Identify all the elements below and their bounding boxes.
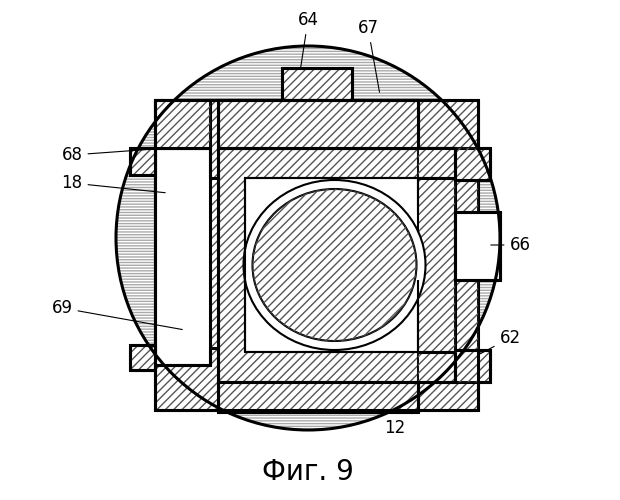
- Text: 69: 69: [51, 299, 182, 330]
- Text: 62: 62: [480, 329, 521, 353]
- Text: 68: 68: [61, 146, 166, 164]
- Ellipse shape: [252, 189, 417, 341]
- Text: 66: 66: [491, 236, 531, 254]
- Bar: [155, 100, 210, 148]
- Text: 12: 12: [378, 415, 405, 437]
- Bar: [455, 148, 490, 180]
- Circle shape: [116, 46, 500, 430]
- Bar: [282, 68, 352, 100]
- Bar: [155, 148, 210, 365]
- Bar: [155, 100, 478, 410]
- Bar: [455, 350, 490, 382]
- Text: Фиг. 9: Фиг. 9: [262, 458, 354, 486]
- Bar: [245, 178, 418, 352]
- Bar: [455, 350, 490, 382]
- Bar: [418, 148, 455, 178]
- Bar: [218, 100, 418, 148]
- Bar: [218, 100, 418, 148]
- Bar: [418, 352, 455, 382]
- Bar: [155, 100, 210, 148]
- Bar: [218, 382, 418, 412]
- Text: 18: 18: [61, 174, 166, 193]
- Bar: [130, 148, 155, 175]
- Bar: [218, 148, 455, 382]
- Bar: [218, 148, 455, 382]
- Bar: [130, 345, 155, 370]
- Bar: [130, 345, 155, 370]
- Bar: [418, 352, 455, 382]
- Bar: [455, 148, 490, 180]
- Bar: [455, 212, 500, 280]
- Bar: [155, 100, 478, 410]
- Bar: [130, 148, 155, 175]
- Bar: [418, 148, 455, 178]
- Bar: [218, 382, 418, 412]
- Text: 64: 64: [298, 11, 319, 70]
- Bar: [282, 68, 352, 100]
- Ellipse shape: [244, 180, 425, 350]
- Text: 67: 67: [358, 19, 379, 92]
- Circle shape: [116, 46, 500, 430]
